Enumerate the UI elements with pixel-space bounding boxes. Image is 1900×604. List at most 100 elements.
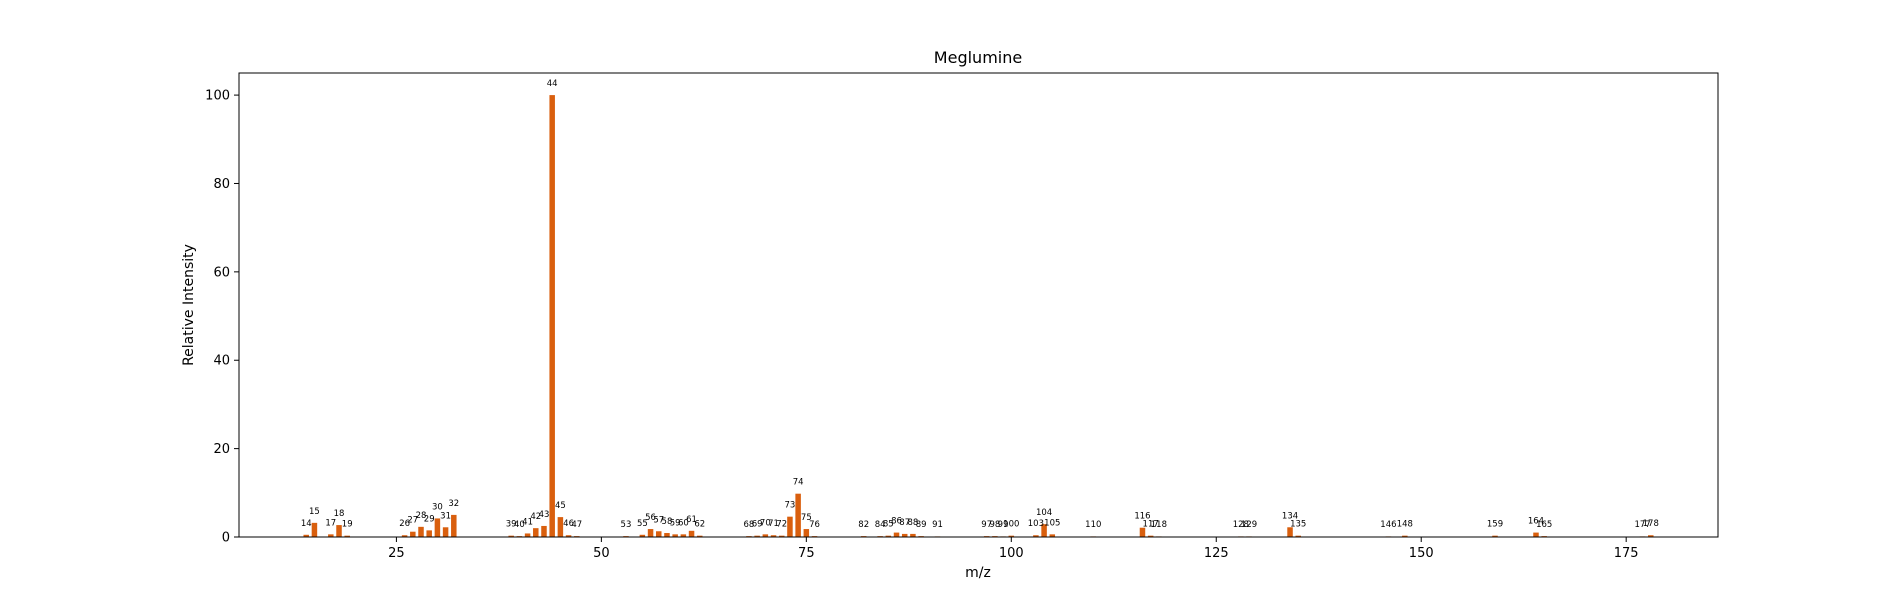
spectrum-bar-28 [418, 526, 424, 537]
plot-frame [238, 72, 1719, 538]
spectrum-bar-135 [1295, 535, 1301, 537]
peak-label-118: 118 [1151, 520, 1167, 530]
peak-label-57: 57 [653, 515, 664, 525]
peak-label-29: 29 [424, 514, 435, 524]
peak-label-110: 110 [1085, 520, 1101, 530]
peak-label-56: 56 [645, 513, 656, 523]
y-axis: 0 20 40 60 80 100 [205, 89, 239, 546]
spectrum-bar-30 [434, 518, 441, 537]
peak-label-99: 99 [998, 520, 1009, 530]
spectrum-bar-85 [885, 535, 892, 537]
peak-label-26: 26 [399, 519, 410, 529]
peak-label-165: 165 [1536, 520, 1552, 530]
spectrum-bar-73 [787, 516, 793, 537]
spectrum-bar-58 [664, 533, 670, 537]
spectrum-bar-27 [410, 531, 416, 537]
peak-label-72: 72 [776, 520, 787, 530]
spectrum-bar-164 [1533, 532, 1539, 537]
x-axis-title: m/z [965, 565, 991, 581]
spectrum-bar-104 [1041, 524, 1047, 537]
spectrum-bar-159 [1492, 535, 1498, 537]
x-tick-label-100: 100 [999, 546, 1024, 561]
spectrum-bar-60 [680, 534, 687, 537]
spectrum-bar-46 [565, 535, 572, 537]
peak-label-55: 55 [637, 519, 648, 529]
spectrum-bar-26 [401, 535, 408, 537]
spectrum-bar-70 [762, 534, 769, 537]
peak-label-134: 134 [1282, 511, 1298, 521]
spectrum-bar-32 [451, 514, 457, 537]
spectrum-bar-57 [656, 531, 662, 537]
peak-label-42: 42 [530, 512, 541, 522]
spectrum-bar-86 [893, 532, 900, 537]
x-tick-label-50: 50 [593, 546, 610, 561]
peak-label-71: 71 [768, 519, 779, 529]
peak-label-128: 128 [1233, 520, 1249, 530]
x-axis: 25 50 75 100 125 150 175 [388, 537, 1639, 561]
spectrum-bar-62 [697, 535, 703, 537]
peak-label-14: 14 [301, 519, 312, 529]
spectrum-bar-103 [1033, 535, 1039, 537]
peak-label-46: 46 [563, 519, 574, 529]
peak-label-47: 47 [571, 520, 582, 530]
spectrum-bar-31 [442, 527, 449, 537]
peak-label-58: 58 [662, 517, 673, 527]
spectrum-bar-116 [1139, 527, 1146, 537]
peak-label-17: 17 [325, 518, 336, 528]
y-tick-label-80: 80 [213, 177, 230, 192]
peak-label-117: 117 [1143, 520, 1159, 530]
spectrum-bar-42 [533, 528, 539, 537]
peak-label-177: 177 [1634, 520, 1650, 530]
peak-label-105: 105 [1044, 518, 1060, 528]
peak-label-61: 61 [686, 515, 697, 525]
peak-label-91: 91 [932, 520, 943, 530]
y-tick-label-40: 40 [213, 354, 230, 369]
spectrum-bar-71 [770, 535, 777, 537]
peak-label-146: 146 [1380, 520, 1396, 530]
peak-label-84: 84 [875, 520, 886, 530]
y-tick-label-20: 20 [213, 442, 230, 457]
peak-label-28: 28 [416, 511, 427, 521]
spectrum-bar-72 [778, 535, 785, 537]
x-tick-label-25: 25 [388, 546, 405, 561]
peak-label-159: 159 [1487, 520, 1503, 530]
peak-label-60: 60 [678, 518, 689, 528]
spectrum-bar-74 [795, 493, 801, 537]
spectrum-bar-148 [1402, 535, 1408, 537]
peak-label-148: 148 [1397, 520, 1413, 530]
spectrum-bar-43 [541, 525, 547, 537]
peak-label-76: 76 [809, 520, 820, 530]
x-tick-label-75: 75 [798, 546, 815, 561]
y-tick-label-60: 60 [213, 265, 230, 280]
peak-label-31: 31 [440, 511, 451, 521]
spectrum-bar-29 [426, 530, 432, 537]
x-tick-label-175: 175 [1614, 546, 1639, 561]
spectrum-bar-117 [1147, 535, 1154, 537]
peak-label-98: 98 [989, 520, 1000, 530]
peak-label-164: 164 [1528, 517, 1544, 527]
spectrum-bar-19 [344, 535, 350, 537]
chart-title: Meglumine [934, 48, 1022, 67]
spectrum-bar-17 [328, 534, 334, 537]
spectrum-bar-88 [910, 533, 916, 537]
spectrum-bar-134 [1287, 527, 1293, 537]
peak-label-97: 97 [981, 520, 992, 530]
peak-label-41: 41 [522, 517, 533, 527]
peak-label-68: 68 [744, 520, 755, 530]
peak-label-85: 85 [883, 520, 894, 530]
peak-label-74: 74 [793, 478, 804, 488]
peak-label-59: 59 [670, 518, 681, 528]
peak-label-129: 129 [1241, 520, 1257, 530]
peak-label-135: 135 [1290, 520, 1306, 530]
x-tick-label-150: 150 [1409, 546, 1434, 561]
peak-label-40: 40 [514, 520, 525, 530]
spectrum-bar-87 [901, 533, 908, 537]
spectrum-bar-55 [639, 534, 646, 537]
y-tick-label-100: 100 [205, 89, 230, 104]
peak-label-100: 100 [1003, 520, 1019, 530]
spectrum-bar-45 [557, 517, 564, 537]
peak-label-86: 86 [891, 517, 902, 527]
y-axis-title: Relative Intensity [181, 244, 197, 366]
peak-label-53: 53 [621, 520, 632, 530]
